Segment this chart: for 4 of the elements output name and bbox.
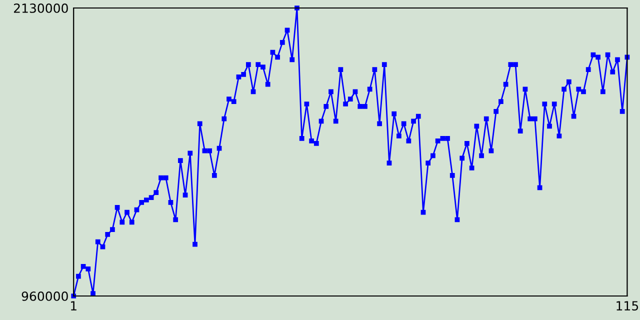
x-tick-label: 115: [616, 301, 638, 311]
x-tick-label: 1: [70, 301, 76, 310]
y-tick-label: 960000: [22, 291, 68, 301]
y-tick-label: 2130000: [14, 3, 68, 13]
